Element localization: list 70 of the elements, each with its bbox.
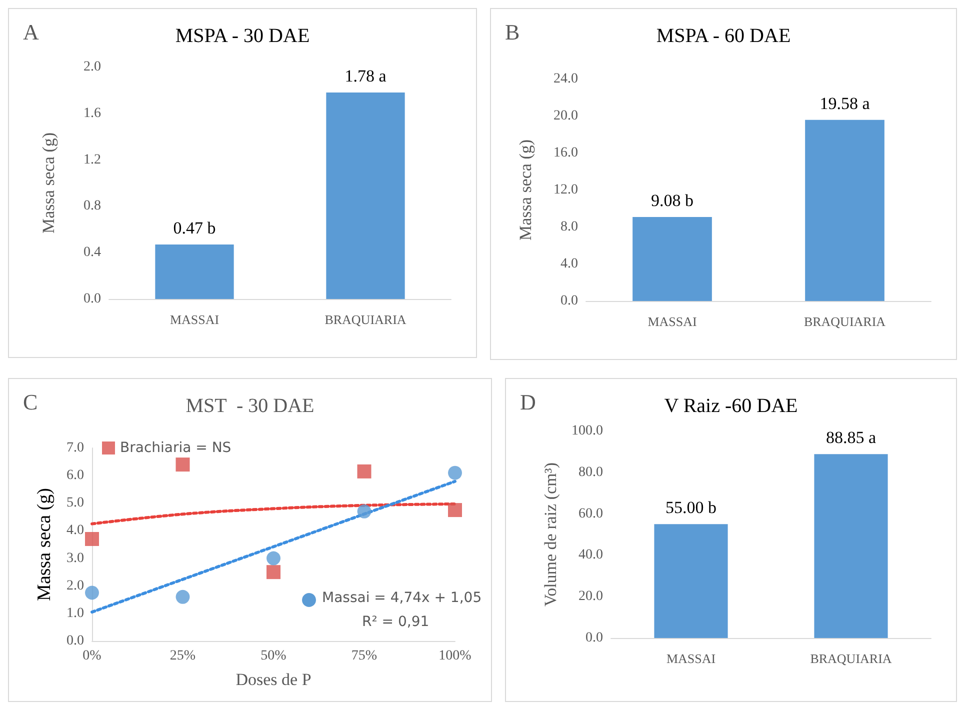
chart-title: MSPA - 30 DAE <box>175 25 310 47</box>
x-tick-label: 50% <box>260 648 287 664</box>
y-tick-label: 3.0 <box>66 550 84 566</box>
annotation: R² = 0,91 <box>362 614 430 630</box>
data-label: 9.08 b <box>651 191 694 210</box>
y-axis-title: Massa seca (g) <box>34 488 55 601</box>
y-tick-label: 0.8 <box>84 198 101 214</box>
y-tick-label: 80.0 <box>578 464 603 480</box>
y-tick-label: 16.0 <box>554 146 578 160</box>
x-tick-label: 0% <box>82 648 102 664</box>
y-tick-label: 20.0 <box>578 589 603 604</box>
data-label: 0.47 b <box>173 218 216 238</box>
y-tick-label: 1.0 <box>66 606 84 621</box>
x-tick-label: MASSAI <box>170 312 220 327</box>
data-label: 19.58 a <box>820 94 870 113</box>
y-tick-label: 5.0 <box>66 496 84 511</box>
data-label: 55.00 b <box>666 498 716 518</box>
point <box>176 458 190 472</box>
y-tick-label: 2.0 <box>66 578 84 594</box>
y-axis-title: Massa seca (g) <box>39 132 58 234</box>
y-tick-label: 1.6 <box>84 106 101 121</box>
point <box>85 532 99 546</box>
text: D <box>520 390 536 414</box>
point <box>357 504 372 518</box>
point <box>266 565 280 580</box>
chart-title: V Raiz -60 DAE <box>664 395 798 417</box>
y-tick-label: 0.0 <box>560 294 578 308</box>
x-axis-title: Doses de P <box>236 670 312 689</box>
y-tick-label: 12.0 <box>554 182 578 198</box>
y-tick-label: 4.0 <box>560 256 578 272</box>
data-label: 88.85 a <box>826 428 876 448</box>
y-axis-title: Massa seca (g) <box>516 139 535 241</box>
point <box>448 466 462 480</box>
y-tick-label: 4.0 <box>66 523 84 538</box>
x-tick-label: 75% <box>351 648 378 664</box>
y-tick-label: 0.0 <box>84 292 101 306</box>
y-tick-label: 1.2 <box>84 152 101 168</box>
x-tick-label: MASSAI <box>666 651 716 666</box>
y-tick-label: 60.0 <box>578 506 603 522</box>
point <box>448 503 462 518</box>
point <box>176 590 190 604</box>
x-tick-label: MASSAI <box>648 314 697 329</box>
x-tick-label: BRAQUIARIA <box>810 651 892 666</box>
point <box>85 586 99 600</box>
text: C <box>23 390 38 414</box>
data-label: 1.78 a <box>344 66 387 86</box>
chart-title: MST - 30 DAE <box>186 395 314 417</box>
text: B <box>505 20 520 44</box>
chart-title: MSPA - 60 DAE <box>656 25 791 47</box>
y-tick-label: 8.0 <box>560 220 578 234</box>
x-tick-label: BRAQUIARIA <box>804 314 886 329</box>
legend-label: Massai = 4,74x + 1,05 <box>322 590 482 606</box>
y-tick-label: 6.0 <box>66 468 84 484</box>
x-tick-label: 100% <box>438 648 472 664</box>
point <box>357 464 372 478</box>
y-tick-label: 20.0 <box>554 108 578 124</box>
y-tick-label: 0.0 <box>66 634 84 648</box>
y-tick-label: 100.0 <box>572 424 603 438</box>
text: A <box>23 20 39 44</box>
x-tick-label: BRAQUIARIA <box>324 312 407 327</box>
legend-label: Brachiaria = NS <box>120 440 232 456</box>
y-tick-label: 2.0 <box>84 60 101 74</box>
y-tick-label: 40.0 <box>578 548 603 563</box>
y-axis-title: Volume de raiz (cm³) <box>541 462 560 607</box>
point <box>266 551 280 566</box>
y-tick-label: 0.0 <box>586 630 603 646</box>
x-tick-label: 25% <box>170 648 196 664</box>
y-tick-label: 24.0 <box>554 72 578 86</box>
y-tick-label: 7.0 <box>66 440 84 456</box>
y-tick-label: 0.4 <box>84 245 101 260</box>
